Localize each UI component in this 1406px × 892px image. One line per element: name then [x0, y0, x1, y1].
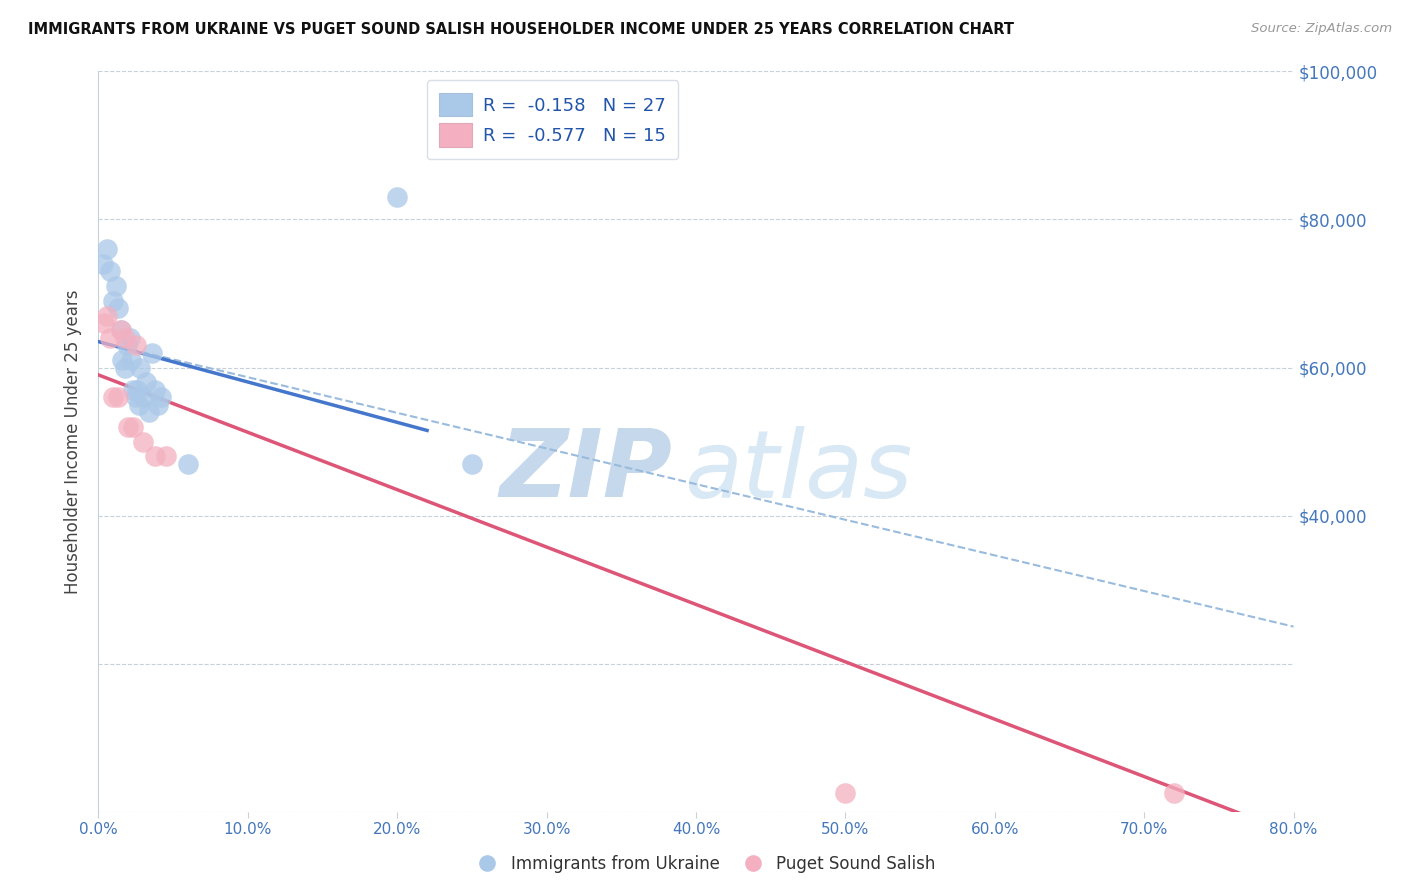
- Point: [132, 390, 155, 404]
- Point: [1163, 786, 1185, 800]
- Point: [115, 338, 138, 352]
- Point: [385, 190, 409, 204]
- Point: [107, 301, 129, 316]
- Legend: R =  -0.158   N = 27, R =  -0.577   N = 15: R = -0.158 N = 27, R = -0.577 N = 15: [427, 80, 678, 160]
- Point: [110, 324, 132, 338]
- Point: [121, 383, 143, 397]
- Y-axis label: Householder Income Under 25 years: Householder Income Under 25 years: [65, 289, 83, 594]
- Point: [148, 398, 170, 412]
- Point: [135, 376, 157, 390]
- Point: [132, 434, 155, 449]
- Text: ZIP: ZIP: [499, 425, 672, 517]
- Point: [125, 338, 148, 352]
- Point: [107, 390, 129, 404]
- Point: [177, 457, 200, 471]
- Point: [111, 353, 134, 368]
- Point: [93, 316, 115, 330]
- Point: [103, 293, 125, 308]
- Point: [98, 331, 122, 345]
- Text: Source: ZipAtlas.com: Source: ZipAtlas.com: [1251, 22, 1392, 36]
- Point: [143, 450, 166, 464]
- Point: [461, 457, 484, 471]
- Point: [128, 398, 150, 412]
- Point: [120, 353, 142, 368]
- Point: [138, 405, 160, 419]
- Point: [98, 264, 122, 278]
- Point: [121, 419, 143, 434]
- Point: [105, 279, 128, 293]
- Point: [96, 242, 118, 256]
- Point: [125, 390, 148, 404]
- Text: atlas: atlas: [685, 425, 912, 516]
- Text: IMMIGRANTS FROM UKRAINE VS PUGET SOUND SALISH HOUSEHOLDER INCOME UNDER 25 YEARS : IMMIGRANTS FROM UKRAINE VS PUGET SOUND S…: [28, 22, 1014, 37]
- Point: [127, 383, 149, 397]
- Point: [129, 360, 152, 375]
- Point: [834, 786, 856, 800]
- Point: [91, 257, 114, 271]
- Point: [143, 383, 166, 397]
- Point: [141, 345, 163, 359]
- Point: [118, 331, 141, 345]
- Point: [114, 331, 136, 345]
- Legend: Immigrants from Ukraine, Puget Sound Salish: Immigrants from Ukraine, Puget Sound Sal…: [464, 848, 942, 880]
- Point: [117, 419, 139, 434]
- Point: [96, 309, 118, 323]
- Point: [155, 450, 177, 464]
- Point: [110, 324, 132, 338]
- Point: [150, 390, 173, 404]
- Point: [114, 360, 136, 375]
- Point: [103, 390, 125, 404]
